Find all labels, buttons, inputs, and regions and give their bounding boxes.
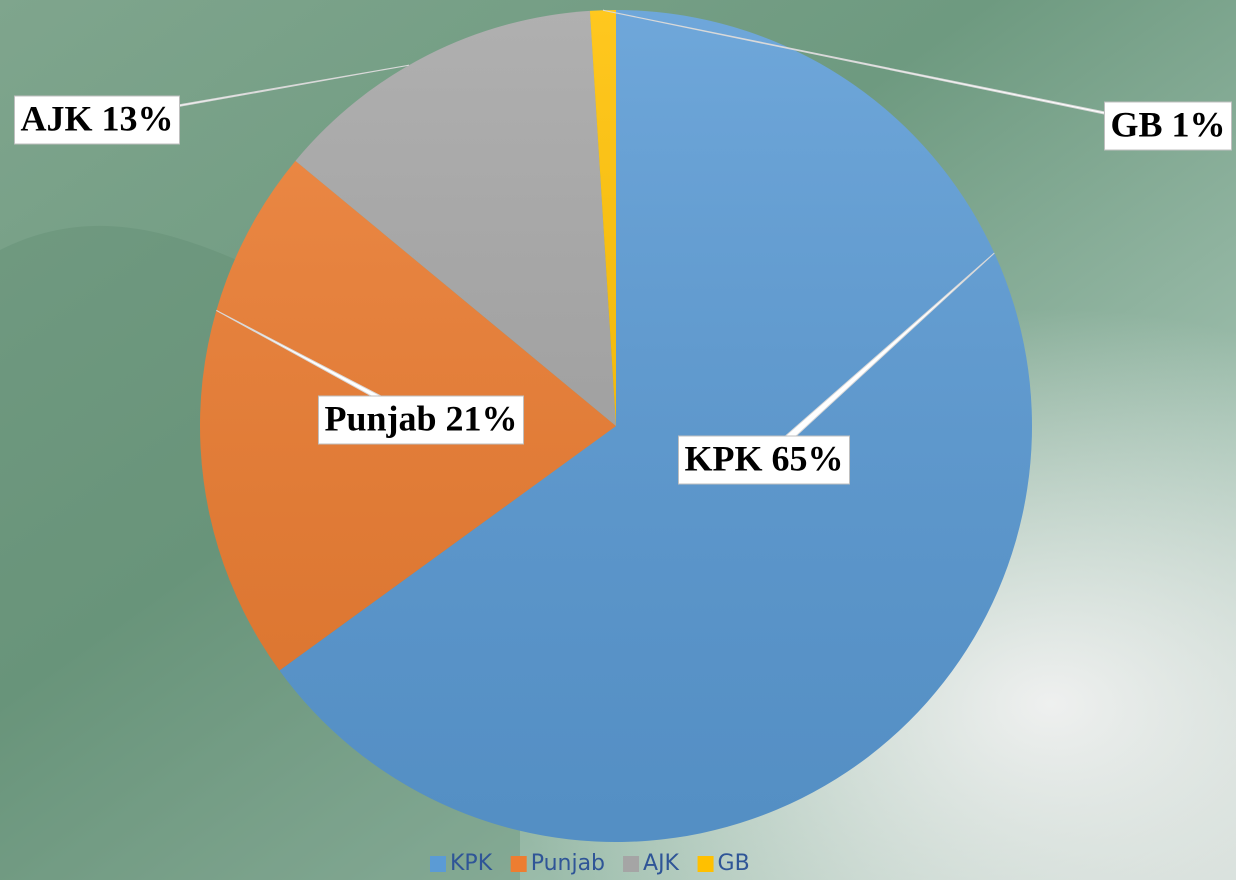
chart: KPK 65% Punjab 21% AJK 13% GB 1% KPK Punjab A… [0,0,1236,880]
data-label: Punjab 21% [324,398,517,438]
legend-label: AJK [643,851,680,876]
legend-swatch [698,856,714,872]
data-label: AJK 13% [21,98,174,138]
page: KPK 65% Punjab 21% AJK 13% GB 1% KPK Punjab A… [0,0,1236,880]
legend-swatch [623,856,639,872]
legend-label: Punjab [531,851,605,876]
legend-swatch [511,856,527,872]
legend-swatch [430,856,446,872]
data-label: GB 1% [1110,104,1225,144]
data-label: KPK 65% [685,438,844,478]
legend-label: KPK [450,851,493,876]
legend-label: GB [718,851,750,876]
